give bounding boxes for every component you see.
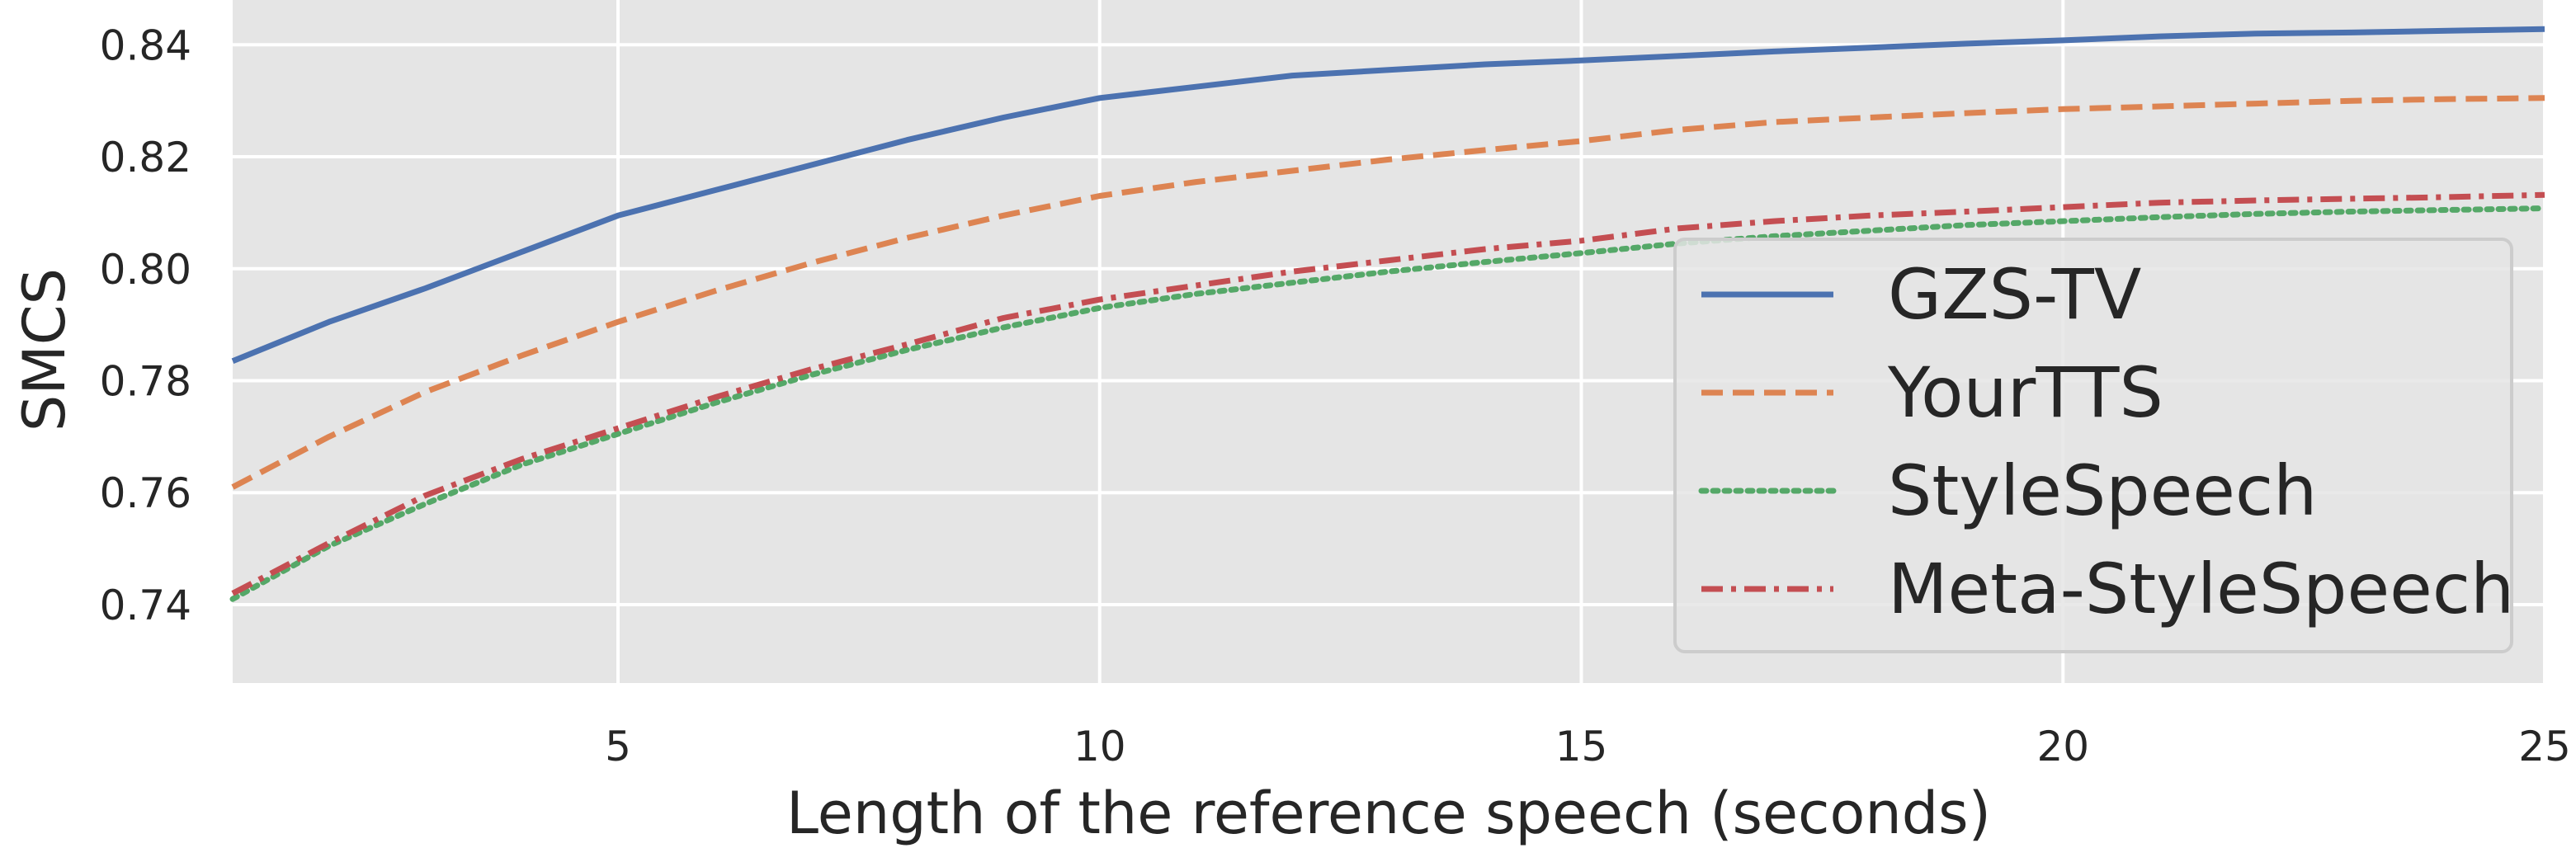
y-axis-ticks: 0.74 0.76 0.78 0.80 0.82 0.84	[100, 21, 191, 629]
legend: GZS-TV YourTTS StyleSpeech Meta-StyleSpeech	[1673, 238, 2514, 653]
legend-label: GZS-TV	[1888, 254, 2141, 335]
x-tick-label: 25	[2518, 723, 2571, 770]
x-tick-label: 20	[2036, 723, 2089, 770]
y-tick-label: 0.74	[100, 582, 191, 629]
legend-label: StyleSpeech	[1888, 450, 2317, 531]
y-tick-label: 0.80	[100, 246, 191, 294]
y-tick-label: 0.82	[100, 134, 191, 181]
y-tick-label: 0.78	[100, 358, 191, 406]
series-line	[231, 191, 2545, 596]
legend-box	[1673, 238, 2513, 653]
x-tick-label: 10	[1073, 723, 1126, 770]
series-line	[229, 205, 2548, 602]
series-lines	[229, 26, 2548, 602]
y-tick-label: 0.76	[100, 469, 191, 517]
series-line	[231, 95, 2545, 490]
x-axis-label: Length of the reference speech (seconds)	[786, 780, 1991, 847]
legend-label: Meta-StyleSpeech	[1888, 549, 2514, 629]
legend-label: YourTTS	[1887, 352, 2163, 433]
x-tick-label: 5	[605, 723, 631, 770]
y-axis-label: SMCS	[11, 268, 78, 431]
series-line	[231, 26, 2545, 365]
x-axis-ticks: 5 10 15 20 25	[605, 723, 2571, 770]
x-tick-label: 15	[1555, 723, 1608, 770]
y-tick-label: 0.84	[100, 21, 191, 69]
